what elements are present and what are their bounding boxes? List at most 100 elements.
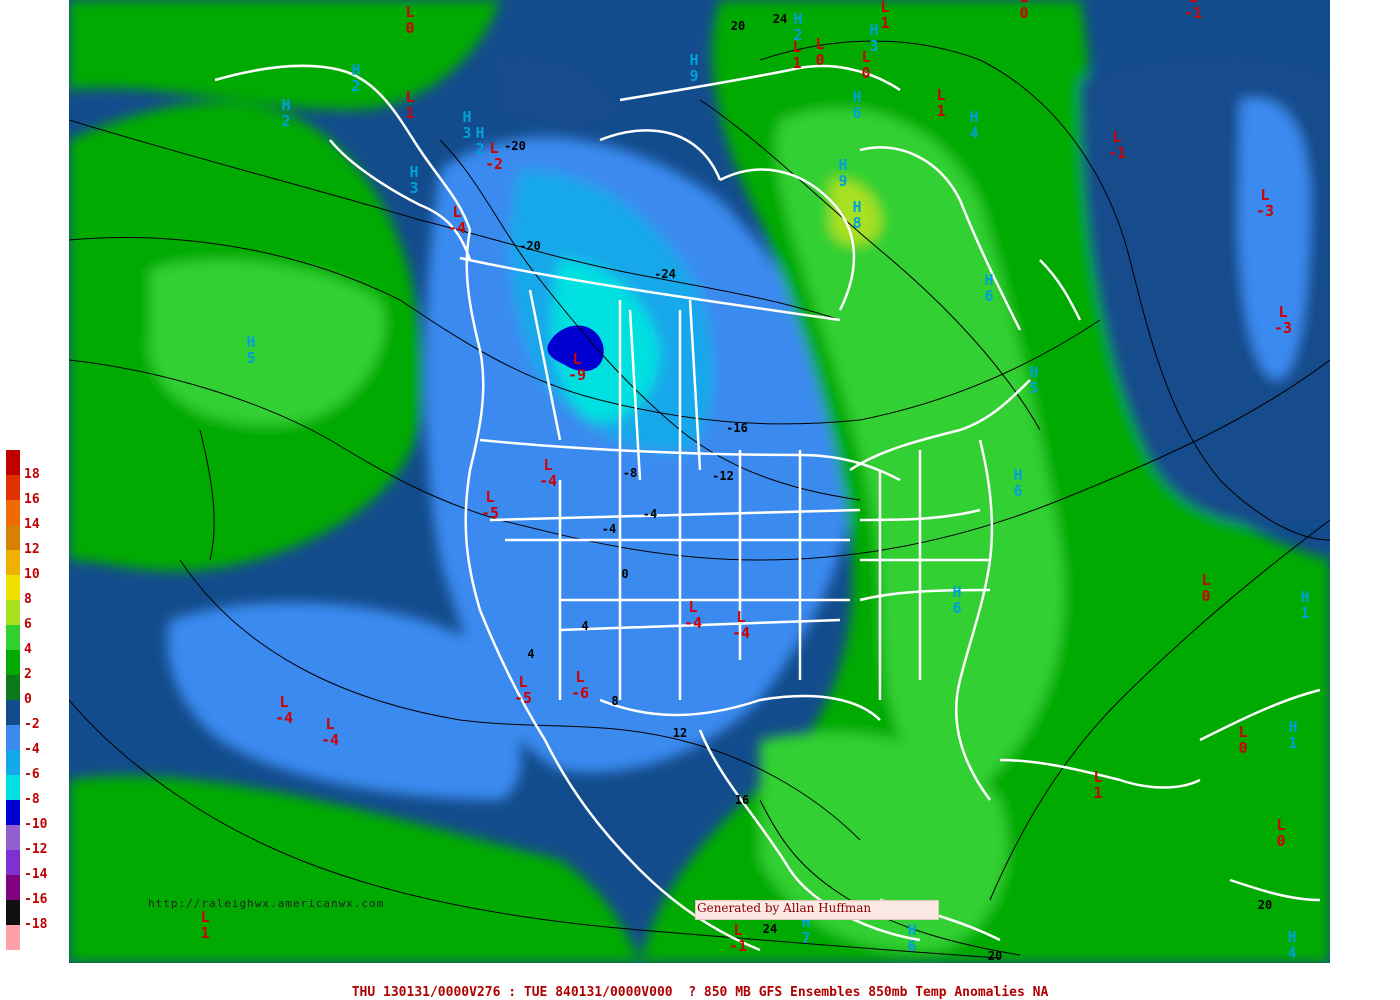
legend-label: -4: [24, 742, 40, 757]
low-value: -1: [729, 937, 747, 955]
legend-label: 12: [24, 542, 40, 557]
high-marker: H: [801, 913, 810, 931]
high-value: 9: [838, 172, 847, 190]
low-marker: L: [518, 673, 527, 691]
low-marker: L: [736, 608, 745, 626]
low-pressure-labels: L0L1L-2L-4L-9L-4L-5L-4L-4L-6L-5L-4L-4L1L…: [200, 0, 1292, 955]
coastlines: [214, 64, 1321, 952]
legend-swatch: [6, 575, 20, 600]
high-marker: H: [869, 21, 878, 39]
high-marker: H: [907, 921, 916, 939]
legend-label: -16: [24, 892, 48, 907]
low-marker: L: [1093, 768, 1102, 786]
high-marker: H: [462, 108, 471, 126]
contour-label: 20: [1258, 898, 1272, 912]
high-marker: H: [969, 108, 978, 126]
legend-swatch: [6, 700, 20, 725]
low-marker: L: [688, 598, 697, 616]
low-value: -9: [568, 366, 586, 384]
high-value: 4: [1287, 944, 1296, 962]
legend-swatch: [6, 875, 20, 900]
credit-box: [695, 900, 939, 920]
contour-label: -16: [726, 421, 748, 435]
legend-label: 10: [24, 567, 40, 582]
legend-swatch: [6, 600, 20, 625]
contour-label: 0: [621, 567, 628, 581]
low-marker: L: [489, 139, 498, 157]
low-marker: L: [861, 48, 870, 66]
high-value: 5: [1029, 379, 1038, 397]
low-marker: L: [1188, 0, 1197, 6]
high-value: 3: [869, 37, 878, 55]
legend-label: -10: [24, 817, 48, 832]
low-marker: L: [452, 203, 461, 221]
high-marker: H: [409, 163, 418, 181]
high-marker: H: [351, 61, 360, 79]
high-marker: H: [852, 88, 861, 106]
high-value: 6: [984, 287, 993, 305]
low-marker: L: [1112, 128, 1121, 146]
contour-label: 24: [763, 922, 777, 936]
high-value: 1: [1288, 734, 1297, 752]
legend-label: -2: [24, 717, 40, 732]
contour-label: -20: [504, 139, 526, 153]
atlantic-colder-region: [1238, 98, 1310, 380]
legend-swatch: [6, 475, 20, 500]
low-value: 0: [1238, 739, 1247, 757]
low-value: 0: [861, 64, 870, 82]
legend-swatch: [6, 925, 20, 950]
contour-label: 16: [735, 793, 749, 807]
high-marker: H: [793, 10, 802, 28]
high-marker: H: [1288, 718, 1297, 736]
legend-swatch: [6, 625, 20, 650]
high-marker: H: [1029, 363, 1038, 381]
legend-swatch: [6, 825, 20, 850]
footer-caption: THU 130131/0000V276 : TUE 840131/0000V00…: [351, 985, 1049, 1000]
low-value: 0: [1019, 4, 1028, 22]
low-marker: L: [405, 3, 414, 21]
low-marker: L: [1019, 0, 1028, 6]
low-value: 1: [1093, 784, 1102, 802]
legend-label: 0: [24, 692, 32, 707]
contour-label: 8: [611, 694, 618, 708]
high-marker: H: [1287, 928, 1296, 946]
high-value: 2: [793, 26, 802, 44]
contour-label: -4: [602, 522, 616, 536]
credit-text: Generated by Allan Huffman: [697, 901, 872, 915]
legend-swatch: [6, 725, 20, 750]
color-legend: 18 16 14 12 10 8 6 4 2 0 -2 -4 -6 -8 -10 -12 -14 -16 -18: [6, 450, 48, 950]
high-marker: H: [984, 271, 993, 289]
low-value: 1: [936, 102, 945, 120]
low-value: 1: [880, 14, 889, 32]
low-marker: L: [200, 908, 209, 926]
legend-swatch: [6, 500, 20, 525]
legend-swatch: [6, 900, 20, 925]
low-value: -3: [1256, 202, 1274, 220]
high-value: 7: [801, 929, 810, 947]
low-value: 0: [1201, 587, 1210, 605]
high-marker: H: [852, 198, 861, 216]
legend-swatch: [6, 450, 20, 475]
low-value: 0: [1276, 832, 1285, 850]
high-value: 6: [1013, 482, 1022, 500]
contour-label: -12: [712, 469, 734, 483]
contour-label: -20: [519, 239, 541, 253]
legend-label: 18: [24, 467, 40, 482]
legend-label: -18: [24, 917, 48, 932]
contour-label: -8: [623, 466, 637, 480]
low-value: -4: [321, 731, 339, 749]
low-marker: L: [792, 38, 801, 56]
high-value: 6: [852, 104, 861, 122]
high-marker: H: [838, 156, 847, 174]
high-value: 1: [1300, 604, 1309, 622]
contour-label: -24: [654, 267, 676, 281]
pacific-warm-south: [69, 776, 640, 963]
contour-label: 20: [988, 949, 1002, 963]
low-value: -4: [684, 614, 702, 632]
legend-label: -12: [24, 842, 47, 857]
high-value: 4: [969, 124, 978, 142]
high-marker: H: [952, 583, 961, 601]
